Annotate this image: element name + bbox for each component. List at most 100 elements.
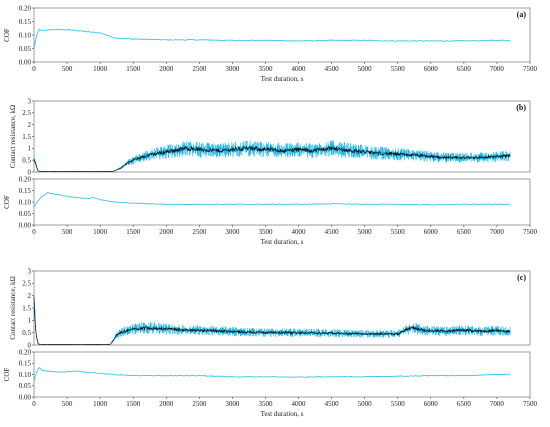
x-tick-label: 5500	[391, 65, 406, 73]
x-tick-label: 1500	[126, 228, 141, 236]
x-tick-label: 6500	[457, 65, 472, 73]
panel-c-resistance: 0 0.5 1 1.5 2 2.5 3 Contact resistance, kΩ (c)	[9, 267, 531, 349]
x-tick-label: 3500	[258, 228, 273, 236]
y-tick-label: 0.05	[19, 210, 32, 218]
y-tick-label: 2	[28, 292, 32, 300]
resistance-band	[33, 299, 511, 345]
y-tick-label: 0.20	[19, 175, 32, 183]
x-tick-label: 4500	[325, 228, 340, 236]
resistance-mean-line	[33, 145, 511, 172]
x-axis-title: Test duration, s	[261, 410, 304, 418]
x-tick-label: 7000	[490, 400, 505, 408]
x-tick-label: 0	[32, 65, 36, 73]
x-tick-label: 500	[62, 228, 73, 236]
panel-label: (a)	[517, 10, 527, 19]
y-tick-label: 0.15	[19, 187, 32, 195]
x-tick-label: 5500	[391, 400, 406, 408]
plot-frame	[33, 7, 531, 63]
x-tick-label: 4000	[292, 65, 307, 73]
x-tick-label: 6500	[457, 400, 472, 408]
y-tick-label: 0	[28, 168, 32, 176]
x-tick-label: 7000	[490, 228, 505, 236]
cof-line	[33, 28, 511, 49]
y-tick-label: 0.10	[19, 198, 32, 206]
x-tick-label: 4000	[292, 400, 307, 408]
panel-c-cof: 0.00 0.05 0.10 0.15 0.20 0 500 1000 1500 2000 2500…	[3, 348, 538, 418]
y-axis-title: COF	[3, 368, 11, 382]
x-tick-label: 1000	[93, 65, 108, 73]
x-tick-label: 500	[62, 65, 73, 73]
x-tick-label: 2500	[192, 65, 207, 73]
x-tick-label: 1500	[126, 400, 141, 408]
x-tick-label: 4500	[325, 65, 340, 73]
x-tick-label: 3500	[258, 65, 273, 73]
y-tick-label: 0.5	[22, 329, 31, 337]
x-tick-label: 6500	[457, 228, 472, 236]
panel-label: (c)	[517, 273, 526, 282]
panel-b-resistance: 0 0.5 1 1.5 2 2.5 3 Contact resistance, kΩ (b)	[9, 97, 531, 176]
y-tick-label: 0.10	[19, 371, 32, 379]
y-tick-label: 0.15	[19, 18, 32, 26]
x-tick-label: 7500	[523, 228, 538, 236]
x-tick-label: 6000	[424, 400, 439, 408]
y-tick-label: 1.5	[22, 304, 31, 312]
panel-label: (b)	[516, 103, 526, 112]
y-tick-label: 2.5	[22, 280, 31, 288]
x-tick-label: 0	[32, 228, 36, 236]
y-axis-title: Contact resistance, kΩ	[9, 105, 17, 168]
x-tick-label: 5500	[391, 228, 406, 236]
panel-a-cof: 0.00 0.05 0.10 0.15 0.20 0 500 1000 1500 2000 2500…	[3, 4, 538, 83]
x-tick-label: 5000	[358, 400, 373, 408]
x-tick-label: 0	[32, 400, 36, 408]
x-axis-title: Test duration, s	[261, 238, 304, 246]
y-tick-label: 0	[28, 341, 32, 349]
y-tick-label: 0.15	[19, 360, 32, 368]
x-tick-label: 2000	[159, 65, 174, 73]
x-tick-label: 3500	[258, 400, 273, 408]
cof-line	[33, 366, 511, 382]
y-tick-label: 0.5	[22, 157, 31, 165]
y-tick-label: 2	[28, 121, 32, 129]
x-tick-label: 3000	[225, 228, 240, 236]
y-tick-label: 0.10	[19, 31, 32, 39]
y-tick-label: 1	[28, 317, 32, 325]
y-tick-label: 0.00	[19, 393, 32, 401]
x-tick-label: 1500	[126, 65, 141, 73]
y-axis-title: COF	[3, 28, 11, 42]
x-tick-label: 500	[62, 400, 73, 408]
y-axis-title: COF	[3, 195, 11, 209]
x-tick-label: 1000	[93, 400, 108, 408]
x-tick-label: 1000	[93, 228, 108, 236]
x-tick-label: 7000	[490, 65, 505, 73]
x-tick-label: 3000	[225, 65, 240, 73]
x-tick-label: 2500	[192, 228, 207, 236]
x-tick-label: 6000	[424, 65, 439, 73]
x-tick-label: 4000	[292, 228, 307, 236]
plot-frame	[33, 270, 531, 346]
panel-b-cof: 0.00 0.05 0.10 0.15 0.20 0 500 1000 1500 2000 2500…	[3, 175, 538, 246]
x-tick-label: 7500	[523, 400, 538, 408]
y-axis-title: Contact resistance, kΩ	[9, 276, 17, 339]
y-tick-label: 0.00	[19, 58, 32, 66]
plot-frame	[33, 178, 531, 226]
resistance-mean-line	[33, 296, 511, 345]
x-tick-label: 6000	[424, 228, 439, 236]
x-tick-label: 4500	[325, 400, 340, 408]
x-tick-label: 5000	[358, 65, 373, 73]
y-tick-label: 0.00	[19, 221, 32, 229]
x-tick-label: 2500	[192, 400, 207, 408]
y-tick-label: 1	[28, 145, 32, 153]
y-tick-label: 0.20	[19, 348, 32, 356]
x-axis-title: Test duration, s	[261, 75, 304, 83]
y-tick-label: 3	[28, 267, 32, 275]
x-tick-label: 2000	[159, 400, 174, 408]
y-tick-label: 1.5	[22, 133, 31, 141]
x-tick-label: 2000	[159, 228, 174, 236]
y-tick-label: 3	[28, 97, 32, 105]
x-tick-label: 3000	[225, 400, 240, 408]
y-tick-label: 0.20	[19, 4, 32, 12]
x-tick-label: 5000	[358, 228, 373, 236]
x-tick-label: 7500	[523, 65, 538, 73]
y-tick-label: 2.5	[22, 109, 31, 117]
